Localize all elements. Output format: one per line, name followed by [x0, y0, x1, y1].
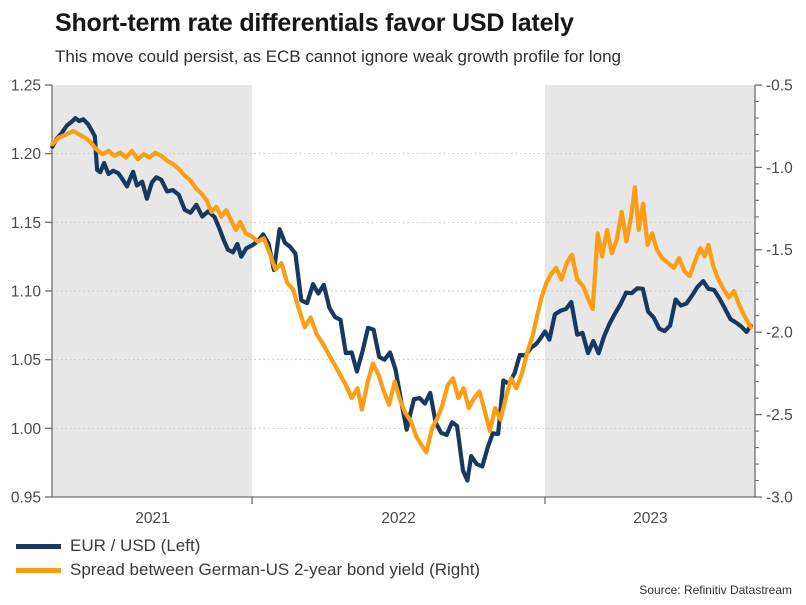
eurusd-line-swatch: [16, 543, 61, 549]
legend-label-eurusd: EUR / USD (Left): [70, 536, 201, 555]
page-subtitle: This move could persist, as ECB cannot i…: [55, 47, 621, 66]
left-axis-tick-label: 1.00: [11, 421, 42, 438]
x-axis-year-label: 2023: [633, 510, 667, 527]
right-axis-tick-label: -2.0: [766, 325, 793, 342]
spread-line-swatch: [16, 567, 61, 573]
left-axis-tick-label: 0.95: [11, 489, 41, 506]
right-axis-tick-label: -2.5: [766, 407, 793, 424]
x-axis-year-label: 2022: [381, 510, 415, 527]
right-axis-tick-label: -1.0: [766, 160, 793, 177]
legend-item-eurusd: EUR / USD (Left): [16, 534, 480, 558]
axes: 1.25 1.20 1.15 1.10 1.05 1.00 0.95 -0.5 -1.0 -1.5…: [11, 77, 793, 527]
spread-line: [50, 129, 754, 455]
left-axis-tick-label: 1.10: [11, 283, 42, 300]
eurusd-line: [50, 116, 754, 483]
legend-label-spread: Spread between German-US 2-year bond yie…: [70, 560, 481, 579]
legend: EUR / USD (Left) Spread between German-U…: [16, 534, 480, 582]
legend-item-spread: Spread between German-US 2-year bond yie…: [16, 558, 480, 582]
right-axis-tick-label: -1.5: [766, 242, 793, 259]
left-axis-tick-label: 1.20: [11, 146, 42, 163]
x-axis-year-label: 2021: [135, 510, 169, 527]
left-axis-tick-label: 1.25: [11, 77, 41, 94]
left-axis-tick-label: 1.15: [11, 215, 41, 232]
right-axis-tick-label: -0.5: [766, 77, 793, 94]
left-axis-tick-label: 1.05: [11, 352, 41, 369]
page-title: Short-term rate differentials favor USD …: [55, 9, 574, 37]
source-credit: Source: Refinitiv Datastream: [639, 583, 792, 597]
right-axis-tick-label: -3.0: [766, 489, 793, 506]
